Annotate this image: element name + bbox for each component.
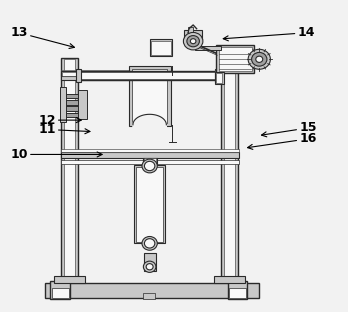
Bar: [76, 69, 81, 82]
Bar: [61, 71, 89, 76]
Bar: [134, 165, 165, 243]
Bar: [144, 253, 156, 271]
Text: 10: 10: [10, 148, 102, 161]
Text: 11: 11: [38, 123, 90, 136]
Bar: [64, 59, 75, 281]
Bar: [62, 72, 88, 76]
Bar: [61, 160, 239, 164]
Bar: [78, 90, 87, 119]
Bar: [219, 47, 252, 71]
Bar: [228, 281, 247, 299]
Bar: [61, 152, 239, 158]
Bar: [143, 293, 155, 299]
Bar: [61, 113, 84, 117]
Bar: [215, 72, 224, 84]
Bar: [84, 72, 136, 78]
Circle shape: [256, 56, 263, 62]
Bar: [60, 87, 66, 122]
Bar: [224, 59, 235, 281]
Bar: [216, 73, 222, 83]
Bar: [129, 66, 171, 126]
Bar: [144, 158, 156, 165]
Bar: [61, 58, 78, 282]
Circle shape: [248, 49, 270, 69]
Bar: [61, 73, 165, 80]
Bar: [195, 46, 221, 50]
Circle shape: [144, 239, 155, 248]
Bar: [61, 100, 84, 105]
Circle shape: [142, 159, 157, 173]
Bar: [61, 70, 165, 73]
Bar: [61, 149, 239, 152]
Bar: [143, 158, 157, 166]
Bar: [215, 69, 221, 82]
Bar: [136, 167, 163, 242]
Bar: [79, 72, 215, 79]
Text: 12: 12: [38, 114, 81, 127]
Bar: [215, 70, 221, 81]
Circle shape: [144, 161, 155, 171]
Circle shape: [142, 236, 157, 250]
Circle shape: [252, 52, 267, 66]
Circle shape: [187, 36, 199, 47]
Bar: [50, 281, 70, 299]
Bar: [150, 39, 172, 56]
Bar: [184, 30, 202, 39]
Circle shape: [146, 264, 153, 270]
Circle shape: [183, 32, 203, 50]
Bar: [188, 27, 193, 33]
Bar: [229, 288, 246, 298]
Bar: [216, 45, 254, 73]
Circle shape: [190, 39, 196, 44]
Text: 16: 16: [247, 132, 317, 149]
Bar: [132, 69, 167, 123]
Bar: [78, 71, 218, 80]
Bar: [54, 276, 85, 283]
Bar: [52, 288, 69, 298]
Bar: [61, 106, 84, 111]
Bar: [61, 94, 84, 98]
Circle shape: [143, 261, 156, 272]
Bar: [45, 283, 259, 298]
Bar: [214, 276, 245, 283]
Bar: [221, 58, 238, 282]
Text: 14: 14: [223, 26, 315, 41]
Polygon shape: [133, 114, 166, 144]
Bar: [151, 41, 171, 55]
Text: 13: 13: [10, 26, 74, 48]
Text: 15: 15: [261, 121, 317, 137]
Bar: [85, 73, 134, 77]
